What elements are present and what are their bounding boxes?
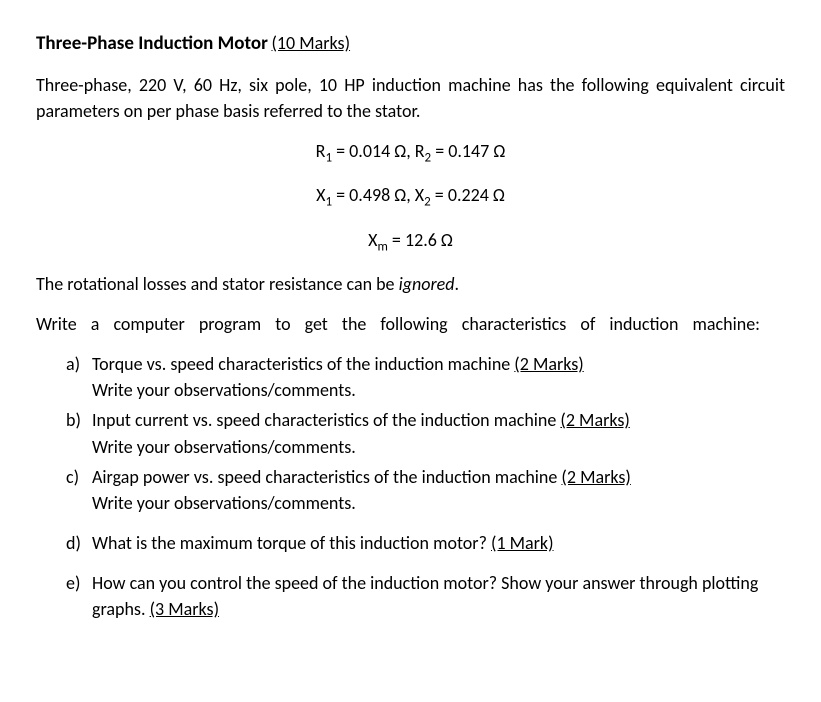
- item-b-sub: Write your observations/comments.: [92, 434, 785, 460]
- marker-c: c): [66, 464, 79, 490]
- item-e-marks: (3 Marks): [150, 598, 219, 620]
- title-line: Three-Phase Induction Motor (10 Marks): [36, 30, 785, 58]
- marker-a: a): [66, 351, 80, 377]
- eq-x2-val: = 0.224 Ω: [431, 184, 505, 206]
- eq-r2-val: = 0.147 Ω: [431, 140, 505, 162]
- eq-x1-val: = 0.498 Ω, X: [332, 184, 424, 206]
- note-paragraph: The rotational losses and stator resista…: [36, 271, 785, 297]
- item-c-text: Airgap power vs. speed characteristics o…: [92, 466, 561, 488]
- equations-block: R1 = 0.014 Ω, R2 = 0.147 Ω X1 = 0.498 Ω,…: [36, 138, 785, 257]
- eq-xm-val: = 12.6 Ω: [388, 229, 453, 251]
- instruction-paragraph: Write a computer program to get the foll…: [36, 311, 785, 337]
- list-item-a: a) Torque vs. speed characteristics of t…: [92, 351, 785, 403]
- list-item-e: e) How can you control the speed of the …: [92, 570, 785, 622]
- equation-line-1: R1 = 0.014 Ω, R2 = 0.147 Ω: [36, 138, 785, 168]
- note-pre: The rotational losses and stator resista…: [36, 273, 399, 295]
- note-italic: ignored: [399, 273, 455, 295]
- eq-x2-sub: 2: [424, 195, 431, 210]
- equation-line-2: X1 = 0.498 Ω, X2 = 0.224 Ω: [36, 182, 785, 212]
- intro-paragraph: Three-phase, 220 V, 60 Hz, six pole, 10 …: [36, 72, 785, 124]
- eq-r1-sym: R: [316, 140, 326, 162]
- note-post: .: [455, 273, 460, 295]
- equation-line-3: Xm = 12.6 Ω: [36, 227, 785, 257]
- marker-e: e): [66, 570, 80, 596]
- eq-xm-sub: m: [377, 239, 387, 254]
- title-marks: (10 Marks): [271, 32, 350, 54]
- list-item-c: c) Airgap power vs. speed characteristic…: [92, 464, 785, 516]
- marker-b: b): [66, 407, 81, 433]
- item-c-marks: (2 Marks): [561, 466, 630, 488]
- item-b-marks: (2 Marks): [560, 409, 629, 431]
- item-d-text: What is the maximum torque of this induc…: [92, 532, 491, 554]
- item-a-text: Torque vs. speed characteristics of the …: [92, 353, 514, 375]
- marker-d: d): [66, 530, 81, 556]
- item-a-sub: Write your observations/comments.: [92, 377, 785, 403]
- item-b-text: Input current vs. speed characteristics …: [92, 409, 560, 431]
- list-item-d: d) What is the maximum torque of this in…: [92, 530, 785, 556]
- title-main: Three-Phase Induction Motor: [36, 32, 268, 55]
- eq-r1-val: = 0.014 Ω, R: [332, 140, 425, 162]
- list-item-b: b) Input current vs. speed characteristi…: [92, 407, 785, 459]
- question-list: a) Torque vs. speed characteristics of t…: [36, 351, 785, 622]
- item-d-marks: (1 Mark): [491, 532, 554, 554]
- item-c-sub: Write your observations/comments.: [92, 490, 785, 516]
- item-a-marks: (2 Marks): [514, 353, 583, 375]
